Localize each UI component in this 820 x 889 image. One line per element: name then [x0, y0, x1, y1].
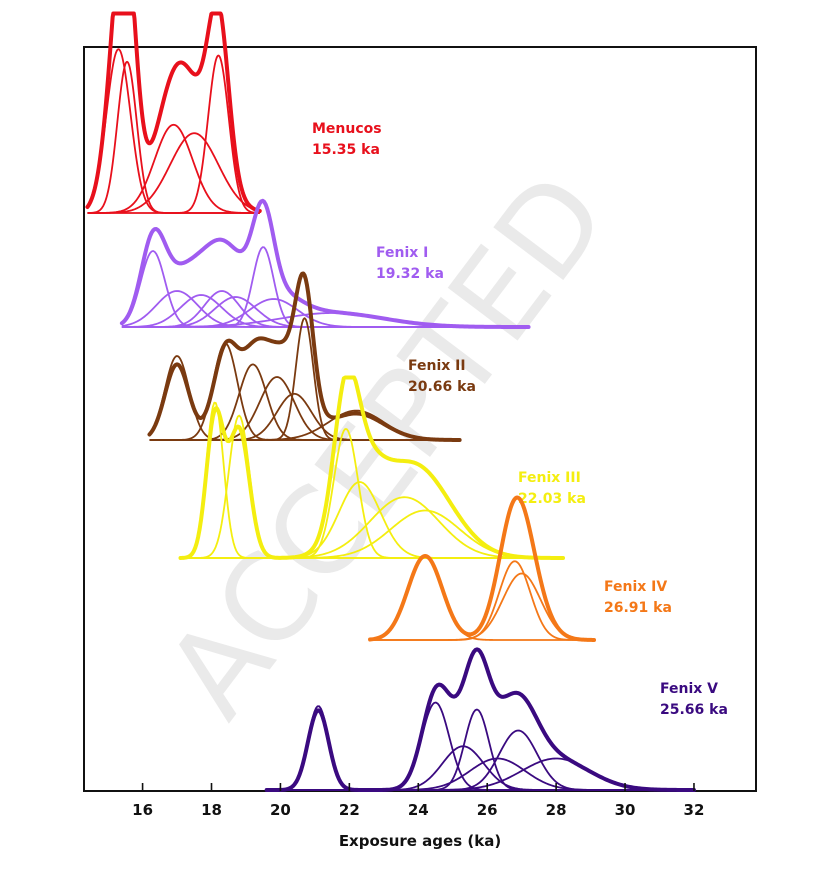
series-age-label: 15.35 ka [312, 142, 380, 158]
series-name-label: Fenix I [376, 245, 428, 261]
summed-curve [264, 647, 696, 792]
series-age-label: 25.66 ka [660, 702, 728, 718]
summed-curve [147, 271, 462, 442]
series-age-label: 19.32 ka [376, 266, 444, 282]
series-name-label: Fenix V [660, 681, 718, 697]
accepted-watermark: ACCEPTED [140, 149, 635, 742]
summed-curve [119, 198, 531, 329]
x-tick-label: 18 [201, 801, 222, 819]
x-tick-label: 24 [408, 801, 429, 819]
x-tick-label: 16 [132, 801, 153, 819]
series-age-label: 26.91 ka [604, 600, 672, 616]
series-name-label: Fenix II [408, 358, 466, 374]
series-fenix-ii: Fenix II 20.66 ka [147, 271, 476, 442]
summed-curve [368, 495, 597, 642]
series-fenix-i: Fenix I 19.32 ka [119, 198, 531, 329]
x-tick-label: 22 [339, 801, 360, 819]
summed-curve [85, 11, 262, 213]
x-tick-label: 20 [270, 801, 291, 819]
series-age-label: 22.03 ka [518, 491, 586, 507]
series-age-label: 20.66 ka [408, 379, 476, 395]
series-fenix-v: Fenix V 25.66 ka [264, 647, 728, 792]
series-name-label: Fenix III [518, 470, 581, 486]
x-tick-label: 26 [477, 801, 498, 819]
x-axis: 16 18 20 22 24 26 28 30 32 [132, 783, 704, 819]
series-name-label: Fenix IV [604, 579, 667, 595]
series-layer: Menucos 15.35 ka Fenix I 19.32 ka Fenix II 20… [85, 11, 728, 792]
series-name-label: Menucos [312, 121, 382, 137]
x-axis-label: Exposure ages (ka) [339, 832, 501, 850]
plot-frame [83, 46, 757, 792]
series-fenix-iv: Fenix IV 26.91 ka [368, 495, 672, 642]
component-curve [87, 54, 260, 214]
x-tick-label: 32 [684, 801, 705, 819]
x-tick-label: 28 [546, 801, 567, 819]
x-tick-label: 30 [615, 801, 636, 819]
series-menucos: Menucos 15.35 ka [85, 11, 382, 214]
